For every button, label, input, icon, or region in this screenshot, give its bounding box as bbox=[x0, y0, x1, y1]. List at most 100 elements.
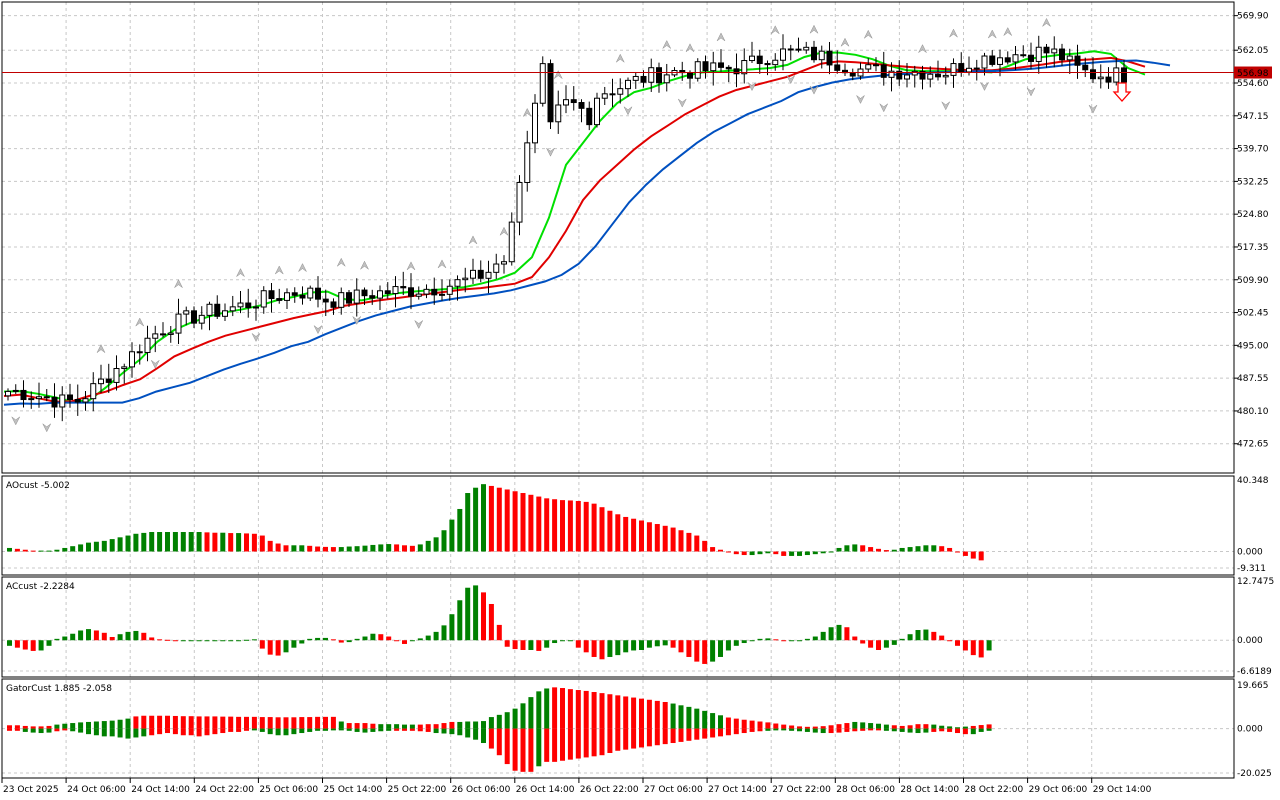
fractal-down-marker bbox=[1026, 87, 1036, 97]
gator-upper-bar bbox=[607, 694, 613, 729]
bull-candle bbox=[59, 394, 66, 408]
gator-upper-bar bbox=[528, 697, 534, 729]
gator-upper-bar bbox=[631, 697, 637, 729]
bull-candle bbox=[749, 55, 755, 62]
histogram-bar bbox=[180, 532, 186, 552]
bull-candle bbox=[904, 74, 910, 80]
gator-upper-bar bbox=[955, 727, 960, 729]
gator-lower-bar bbox=[188, 728, 194, 736]
time-tick-label: 24 Oct 22:00 bbox=[195, 785, 254, 795]
ac-panel[interactable]: ACcust -2.2284 bbox=[1, 576, 1235, 678]
histogram-bar bbox=[536, 640, 542, 651]
histogram-bar bbox=[883, 640, 889, 648]
bear-candle bbox=[1090, 69, 1096, 80]
histogram-bar bbox=[733, 551, 739, 555]
bull-candle bbox=[446, 285, 453, 295]
histogram-bar bbox=[615, 514, 621, 552]
gator-upper-bar bbox=[149, 715, 155, 729]
histogram-bar bbox=[172, 532, 178, 552]
gator-lower-bar bbox=[702, 728, 708, 739]
gator-upper-bar bbox=[560, 688, 565, 729]
histogram-bar bbox=[54, 638, 60, 641]
histogram-bar bbox=[844, 627, 850, 641]
histogram-bar bbox=[346, 640, 352, 643]
histogram-bar bbox=[315, 637, 321, 641]
histogram-bar bbox=[599, 507, 605, 552]
histogram-bar bbox=[338, 640, 344, 643]
bull-candle bbox=[539, 63, 546, 104]
histogram-bar bbox=[125, 535, 131, 552]
gator-lower-bar bbox=[931, 728, 937, 732]
histogram-bar bbox=[125, 631, 131, 641]
gator-lower-bar bbox=[789, 728, 795, 731]
ao-panel[interactable]: AOcust -5.002 bbox=[1, 475, 1235, 576]
gator-upper-bar bbox=[765, 722, 771, 729]
gator-upper-bar bbox=[14, 725, 20, 729]
gator-lower-bar bbox=[78, 728, 84, 733]
ac-histogram bbox=[7, 585, 992, 664]
histogram-bar bbox=[133, 630, 139, 641]
bull-candle bbox=[981, 55, 988, 69]
gator-lower-bar bbox=[583, 728, 589, 758]
bull-candle bbox=[113, 368, 120, 383]
histogram-bar bbox=[417, 638, 423, 641]
bull-candle bbox=[648, 67, 655, 83]
histogram-bar bbox=[773, 639, 779, 641]
bull-candle bbox=[493, 263, 500, 273]
gator-lower-bar bbox=[646, 728, 652, 747]
histogram-bar bbox=[883, 550, 889, 552]
histogram-bar bbox=[362, 545, 368, 552]
gator-upper-bar bbox=[370, 723, 376, 729]
time-tick-label: 28 Oct 14:00 bbox=[900, 785, 959, 795]
gator-upper-bar bbox=[30, 726, 36, 729]
gator-panel[interactable]: GatorCust 1.885 -2.058 bbox=[1, 678, 1235, 779]
histogram-bar bbox=[291, 640, 297, 648]
fractal-down-marker bbox=[546, 147, 555, 157]
histogram-bar bbox=[789, 640, 795, 642]
fractal-markers bbox=[11, 17, 1098, 433]
time-tick-label: 27 Oct 06:00 bbox=[644, 785, 703, 795]
histogram-bar bbox=[457, 508, 463, 552]
gator-lower-bar bbox=[654, 728, 660, 746]
bull-candle bbox=[5, 390, 11, 397]
bull-candle bbox=[1113, 67, 1120, 83]
histogram-bar bbox=[694, 535, 700, 552]
bull-candle bbox=[516, 181, 523, 223]
bear-candle bbox=[725, 66, 732, 70]
price-tick-label: 480.10 bbox=[1237, 407, 1269, 417]
bull-candle bbox=[617, 88, 624, 95]
gator-upper-bar bbox=[449, 721, 455, 729]
gator-upper-bar bbox=[947, 726, 953, 729]
gator-lower-bar bbox=[955, 728, 960, 734]
bear-candle bbox=[408, 287, 414, 297]
gator-lower-bar bbox=[54, 728, 60, 732]
bear-candle bbox=[578, 102, 585, 109]
bull-candle bbox=[229, 306, 236, 312]
gator-lower-bar bbox=[828, 728, 834, 734]
fractal-up-marker bbox=[918, 44, 927, 53]
bull-candle bbox=[12, 389, 19, 392]
red-ma-line bbox=[3, 56, 1146, 403]
gator-lower-bar bbox=[433, 728, 439, 734]
histogram-bar bbox=[149, 637, 155, 641]
gator-upper-bar bbox=[812, 726, 818, 729]
histogram-bar bbox=[394, 544, 400, 552]
bear-candle bbox=[1121, 67, 1127, 83]
histogram-bar bbox=[386, 544, 392, 552]
histogram-bar bbox=[109, 636, 115, 641]
gator-upper-bar bbox=[931, 724, 937, 729]
bull-candle bbox=[485, 271, 492, 279]
price-panel[interactable] bbox=[1, 1, 1235, 474]
gator-upper-bar bbox=[441, 723, 447, 729]
bull-candle bbox=[625, 79, 631, 90]
histogram-bar bbox=[425, 540, 431, 552]
histogram-bar bbox=[836, 547, 842, 552]
gator-upper-bar bbox=[172, 715, 178, 729]
histogram-bar bbox=[955, 640, 960, 646]
histogram-bar bbox=[512, 491, 518, 552]
gator-upper-bar bbox=[117, 719, 123, 729]
gator-upper-bar bbox=[409, 724, 415, 729]
gator-upper-bar bbox=[662, 701, 668, 729]
bull-candle bbox=[501, 261, 507, 265]
bull-candle bbox=[865, 64, 872, 70]
